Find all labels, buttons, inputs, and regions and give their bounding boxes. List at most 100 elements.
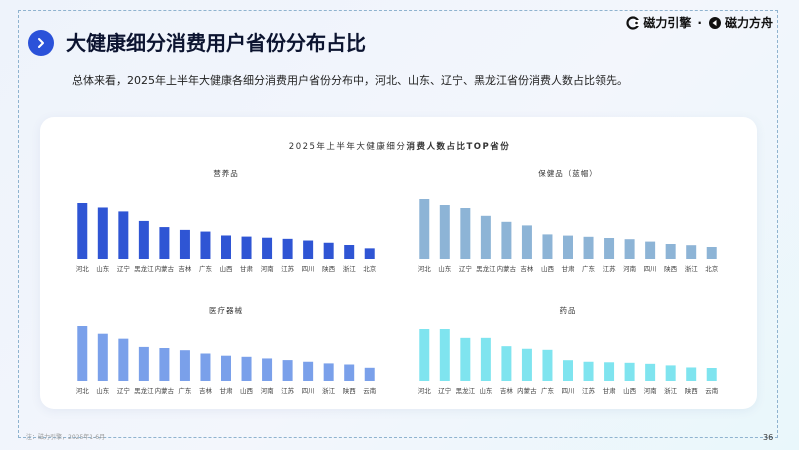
tick-label: 浙江	[685, 264, 699, 273]
tick-label: 吉林	[199, 386, 213, 395]
tick-label: 北京	[363, 264, 377, 273]
bar-广东	[200, 231, 211, 259]
tick-label: 河北	[418, 387, 432, 395]
tick-label: 江苏	[582, 386, 596, 395]
chart-subtitle: 营养品	[213, 168, 239, 178]
bar-四川	[303, 240, 314, 259]
bar-甘肃	[604, 362, 615, 381]
tick-label: 黑龙江	[476, 264, 496, 273]
tick-label: 四川	[562, 387, 575, 395]
tick-label: 陕西	[322, 264, 336, 273]
tick-label: 山东	[479, 386, 493, 395]
bar-内蒙古	[159, 227, 170, 259]
chevron-right-icon	[38, 38, 44, 48]
bar-浙江	[344, 245, 355, 259]
tick-label: 甘肃	[562, 264, 576, 273]
bar-辽宁	[118, 211, 129, 259]
tick-label: 江苏	[603, 264, 617, 273]
tick-label: 浙江	[664, 386, 678, 395]
tick-label: 甘肃	[240, 264, 254, 273]
brand-separator: ·	[697, 15, 702, 30]
chart-main-title: 2025年上半年大健康细分消费人数占比TOP省份	[0, 140, 799, 152]
bar-广东	[583, 236, 594, 259]
bar-辽宁	[118, 338, 129, 381]
bar-内蒙古	[159, 348, 170, 381]
chart-subtitle: 保健品（蓝帽）	[538, 168, 598, 178]
bar-河南	[624, 239, 635, 259]
bar-河北	[77, 326, 88, 381]
tick-label: 内蒙古	[155, 386, 175, 395]
bar-四川	[303, 361, 314, 381]
tick-label: 四川	[302, 387, 315, 395]
tick-label: 云南	[363, 386, 377, 395]
bar-甘肃	[241, 236, 252, 259]
tick-label: 广东	[199, 264, 213, 273]
bar-四川	[645, 241, 656, 259]
bar-江苏	[282, 360, 293, 381]
page-title: 大健康细分消费用户省份分布占比	[66, 31, 366, 55]
bar-浙江	[686, 245, 697, 259]
bar-浙江	[665, 365, 676, 381]
tick-label: 河北	[76, 265, 90, 273]
bar-辽宁	[460, 208, 471, 259]
bar-北京	[364, 248, 375, 259]
tick-label: 辽宁	[117, 386, 131, 395]
bar-北京	[706, 247, 717, 259]
bar-河南	[262, 358, 273, 381]
tick-label: 吉林	[178, 264, 192, 273]
tick-label: 山西	[220, 264, 234, 273]
bar-吉林	[200, 353, 211, 381]
bar-河北	[77, 203, 88, 259]
bar-河南	[645, 363, 656, 381]
tick-label: 山东	[96, 264, 110, 273]
bar-江苏	[282, 238, 293, 259]
page-subtitle: 总体来看，2025年上半年大健康各细分消费用户省份分布中，河北、山东、辽宁、黑龙…	[72, 74, 628, 87]
tick-label: 辽宁	[117, 264, 131, 273]
bar-黑龙江	[480, 215, 491, 259]
tick-label: 甘肃	[220, 386, 234, 395]
bar-广东	[179, 350, 190, 381]
tick-label: 广东	[541, 386, 555, 395]
bar-甘肃	[221, 355, 231, 381]
bar-陕西	[686, 367, 697, 381]
bar-黑龙江	[138, 220, 149, 259]
bar-吉林	[521, 225, 532, 259]
bar-山东	[439, 205, 450, 259]
tick-label: 四川	[644, 265, 657, 273]
bar-山西	[241, 356, 252, 381]
chart-subtitle: 医疗器械	[209, 305, 243, 315]
bar-内蒙古	[521, 348, 532, 381]
source-note: 注：磁力引擎，2025年1-6月	[26, 434, 106, 441]
tick-label: 广东	[582, 264, 596, 273]
tick-label: 黑龙江	[134, 386, 154, 395]
bar-河北	[419, 199, 430, 259]
tick-label: 内蒙古	[517, 386, 537, 395]
tick-label: 吉林	[520, 264, 534, 273]
brand-mark-icon	[626, 15, 641, 30]
tick-label: 江苏	[281, 264, 295, 273]
tick-label: 吉林	[500, 386, 514, 395]
bar-浙江	[323, 363, 334, 381]
tick-label: 内蒙古	[155, 264, 175, 273]
bar-吉林	[501, 346, 512, 381]
bar-山西	[221, 235, 231, 259]
tick-label: 云南	[705, 386, 719, 395]
bar-山东	[97, 207, 108, 259]
tick-label: 陕西	[685, 386, 699, 395]
tick-label: 北京	[705, 264, 719, 273]
chart-subtitle: 药品	[560, 305, 577, 315]
bar-云南	[364, 367, 375, 381]
bar-云南	[706, 368, 717, 381]
bar-河北	[419, 329, 430, 381]
brand-name-left: 磁力引擎	[643, 16, 692, 30]
tick-label: 广东	[178, 386, 192, 395]
bar-内蒙古	[501, 221, 512, 259]
tick-label: 江苏	[281, 386, 295, 395]
tick-label: 陕西	[343, 386, 357, 395]
tick-label: 河南	[623, 264, 637, 273]
bar-山东	[480, 337, 491, 381]
brand-logo: 磁力引擎 · 磁力方舟	[626, 14, 773, 31]
